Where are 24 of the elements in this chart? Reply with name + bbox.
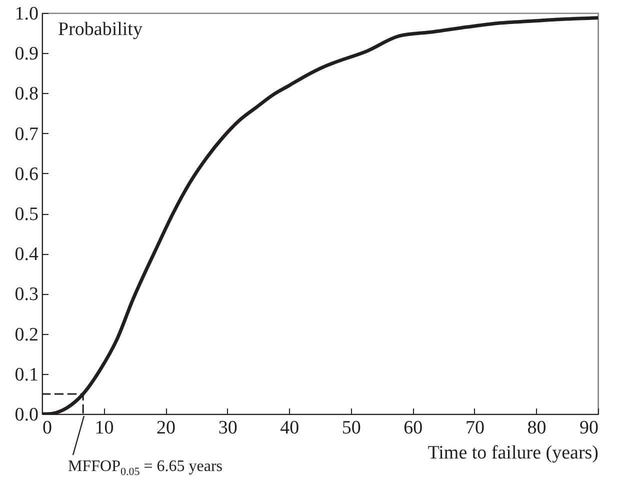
y-tick-label: 0.3: [14, 284, 38, 306]
y-tick-label: 0.8: [14, 84, 38, 105]
y-tick-label: 0.5: [14, 204, 38, 225]
y-tick-label: 0.2: [14, 324, 38, 346]
x-tick-label: 50: [342, 418, 361, 438]
x-axis-title: Time to failure (years): [428, 442, 598, 464]
x-tick-label: 30: [218, 418, 238, 438]
text: MFFOP$_{0.05}$ = 6.65 years: [68, 458, 223, 478]
x-tick-label: 10: [94, 418, 114, 438]
x-tick-label: 60: [404, 418, 423, 438]
x-tick-label: 70: [465, 418, 484, 438]
x-tick-label: 90: [580, 418, 598, 438]
y-tick-label: 0.6: [14, 164, 38, 185]
x-tick-label: 0: [42, 418, 52, 438]
x-tick-label: 20: [156, 418, 176, 438]
y-tick-label: 0.4: [14, 244, 39, 266]
y-tick-label: 0.1: [14, 364, 38, 386]
y-tick-label: 0.9: [14, 44, 38, 65]
y-tick-label: 0.7: [14, 124, 38, 145]
y-tick-label: 1.0: [14, 4, 38, 24]
y-axis-title: Probability: [58, 19, 142, 41]
x-tick-label: 80: [527, 418, 546, 438]
x-tick-label: 40: [280, 418, 300, 438]
y-tick-label: 0.0: [14, 404, 38, 426]
